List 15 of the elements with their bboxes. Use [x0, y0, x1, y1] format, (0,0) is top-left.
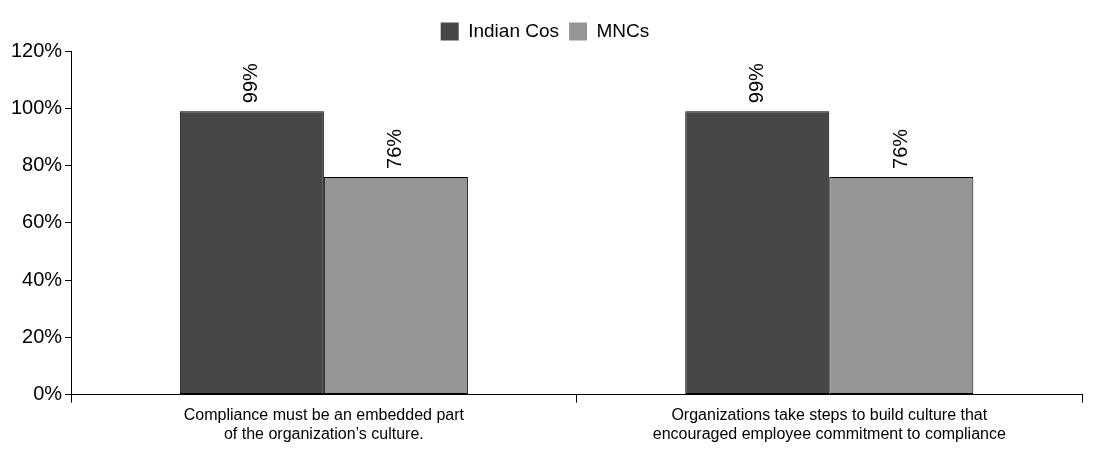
x-tick-label: Organizations take steps to build culture that encouraged employee commitment to compliance — [652, 405, 1006, 442]
y-tick-label: 20% — [22, 324, 63, 347]
y-tick-label: 40% — [22, 267, 63, 290]
legend-label: MNCs — [596, 19, 650, 41]
data-label: 76% — [383, 128, 406, 169]
data-label: 99% — [744, 62, 767, 104]
y-tick-label: 80% — [22, 153, 63, 176]
legend-label: Indian Cos — [468, 19, 560, 41]
x-tick-label: Compliance must be an embedded part of the organization’s culture. — [183, 405, 465, 442]
data-label: 99% — [239, 62, 262, 104]
data-label: 76% — [888, 128, 911, 169]
y-tick-label: 60% — [22, 210, 63, 233]
y-tick-label: 100% — [11, 95, 63, 118]
y-tick-label: 120% — [11, 38, 63, 61]
y-tick-label: 0% — [33, 382, 63, 405]
